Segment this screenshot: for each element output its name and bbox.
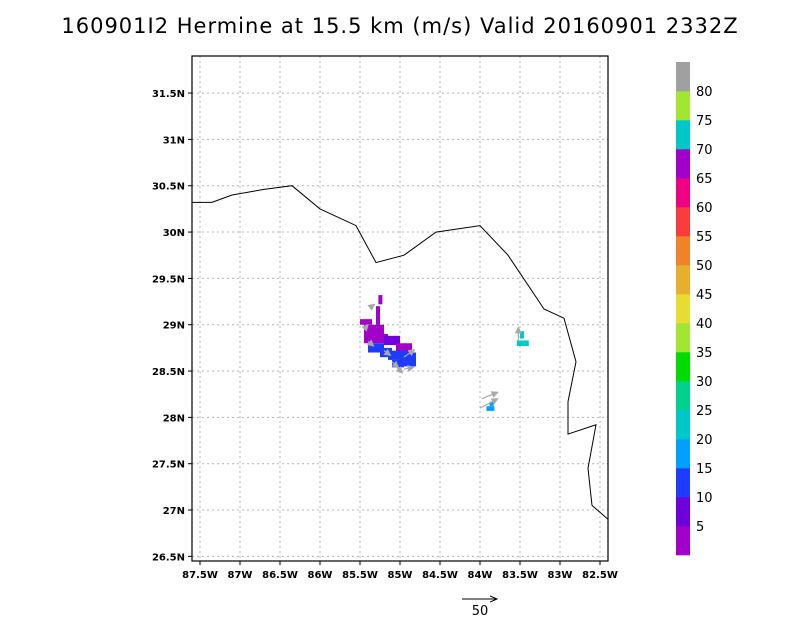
grid-lines xyxy=(192,56,608,561)
colorbar-swatch-9 xyxy=(676,265,690,295)
wind-vectors xyxy=(361,303,523,409)
colorbar-swatch-16 xyxy=(676,62,690,92)
speed-cell-1 xyxy=(376,306,380,316)
y-tick-label-10: 31.5N xyxy=(152,89,185,100)
x-tick-label-1: 87W xyxy=(228,570,253,581)
coastline xyxy=(192,185,608,520)
reference-vector-label: 50 xyxy=(472,604,489,618)
colorbar-label-6: 35 xyxy=(696,346,713,361)
y-tick-label-8: 30.5N xyxy=(152,182,185,193)
colorbar-swatch-8 xyxy=(676,294,690,324)
colorbar-label-3: 20 xyxy=(696,433,713,448)
x-tick-label-9: 83W xyxy=(548,570,573,581)
colorbar-label-9: 50 xyxy=(696,259,713,274)
colorbar-label-1: 10 xyxy=(696,491,713,506)
x-tick-label-2: 86.5W xyxy=(262,570,298,581)
speed-cell-0 xyxy=(378,295,383,305)
speed-cell-7 xyxy=(396,343,412,353)
speed-cell-14 xyxy=(516,340,529,347)
colorbar-swatch-10 xyxy=(676,236,690,266)
y-tick-label-7: 30N xyxy=(163,228,185,239)
colorbar-label-0: 5 xyxy=(696,520,704,535)
wind-vector-7 xyxy=(403,349,416,358)
speed-cell-16 xyxy=(486,406,495,411)
colorbar-swatch-13 xyxy=(676,149,690,179)
speed-cell-5 xyxy=(364,333,388,344)
x-tick-label-5: 85W xyxy=(388,570,413,581)
speed-cell-12 xyxy=(404,355,416,367)
colorbar-swatch-3 xyxy=(676,439,690,469)
colorbar-swatch-15 xyxy=(676,91,690,121)
colorbar-swatch-0 xyxy=(676,526,690,556)
colorbar-swatch-2 xyxy=(676,468,690,498)
y-tick-label-6: 29.5N xyxy=(152,274,185,285)
wind-vector-0 xyxy=(367,303,376,311)
colorbar-label-14: 75 xyxy=(696,114,713,129)
colorbar-label-8: 45 xyxy=(696,288,713,303)
wind-vector-5 xyxy=(395,365,404,374)
colorbar-swatch-4 xyxy=(676,410,690,440)
wind-vector-2 xyxy=(366,339,375,347)
colorbar-label-5: 30 xyxy=(696,375,713,390)
speed-cell-10 xyxy=(388,350,408,360)
colorbar-swatch-11 xyxy=(676,207,690,237)
y-tick-label-1: 27N xyxy=(163,506,185,517)
y-axis-ticks: 26.5N 27N 27.5N 28N 28.5N 29N 29.5N 30N 30.5N 31N… xyxy=(152,89,192,563)
x-tick-label-10: 82.5W xyxy=(582,570,618,581)
x-tick-label-4: 85.5W xyxy=(342,570,378,581)
colorbar-swatch-7 xyxy=(676,323,690,353)
colorbar-label-7: 40 xyxy=(696,317,713,332)
speed-cell-15 xyxy=(520,331,524,339)
y-tick-label-4: 28.5N xyxy=(152,367,185,378)
wind-speed-cells xyxy=(360,295,529,411)
wind-vector-1 xyxy=(361,323,369,332)
x-tick-label-8: 83.5W xyxy=(502,570,538,581)
speed-cell-6 xyxy=(384,335,400,346)
speed-cell-3 xyxy=(360,319,372,325)
wind-vector-3 xyxy=(383,348,392,356)
colorbar-label-11: 60 xyxy=(696,201,713,216)
y-tick-label-5: 29N xyxy=(163,321,185,332)
x-tick-label-3: 86W xyxy=(308,570,333,581)
colorbar-swatch-5 xyxy=(676,381,690,411)
x-tick-label-0: 87.5W xyxy=(182,570,218,581)
colorbar-swatch-14 xyxy=(676,120,690,150)
colorbar-swatch-1 xyxy=(676,497,690,527)
reference-vector: 50 xyxy=(462,599,497,618)
x-axis-ticks: 87.5W 87W 86.5W 86W 85.5W 85W 84.5W 84W 83.5W 83W… xyxy=(182,561,618,581)
colorbar-swatch-12 xyxy=(676,178,690,208)
y-tick-label-2: 27.5N xyxy=(152,460,185,471)
colorbar: 5 10 15 20 25 30 35 40 45 50 55 60 65 70 75 80 xyxy=(676,62,713,556)
y-tick-label-0: 26.5N xyxy=(152,552,185,563)
colorbar-swatch-6 xyxy=(676,352,690,382)
speed-cell-4 xyxy=(364,324,384,334)
y-tick-label-9: 31N xyxy=(163,135,185,146)
wind-vector-6 xyxy=(403,364,415,373)
colorbar-label-15: 80 xyxy=(696,85,713,100)
speed-cell-8 xyxy=(368,343,384,353)
colorbar-label-12: 65 xyxy=(696,172,713,187)
wind-vector-9 xyxy=(479,398,499,409)
x-tick-label-6: 84.5W xyxy=(422,570,458,581)
colorbar-label-4: 25 xyxy=(696,404,713,419)
speed-cell-2 xyxy=(376,315,380,325)
y-tick-label-3: 28N xyxy=(163,413,185,424)
x-tick-label-7: 84W xyxy=(468,570,493,581)
colorbar-label-10: 55 xyxy=(696,230,713,245)
colorbar-label-13: 70 xyxy=(696,143,713,158)
wind-vector-10 xyxy=(481,391,499,400)
chart-title: 160901I2 Hermine at 15.5 km (m/s) Valid … xyxy=(61,14,739,38)
colorbar-label-2: 15 xyxy=(696,462,713,477)
coastline-path xyxy=(192,185,608,520)
